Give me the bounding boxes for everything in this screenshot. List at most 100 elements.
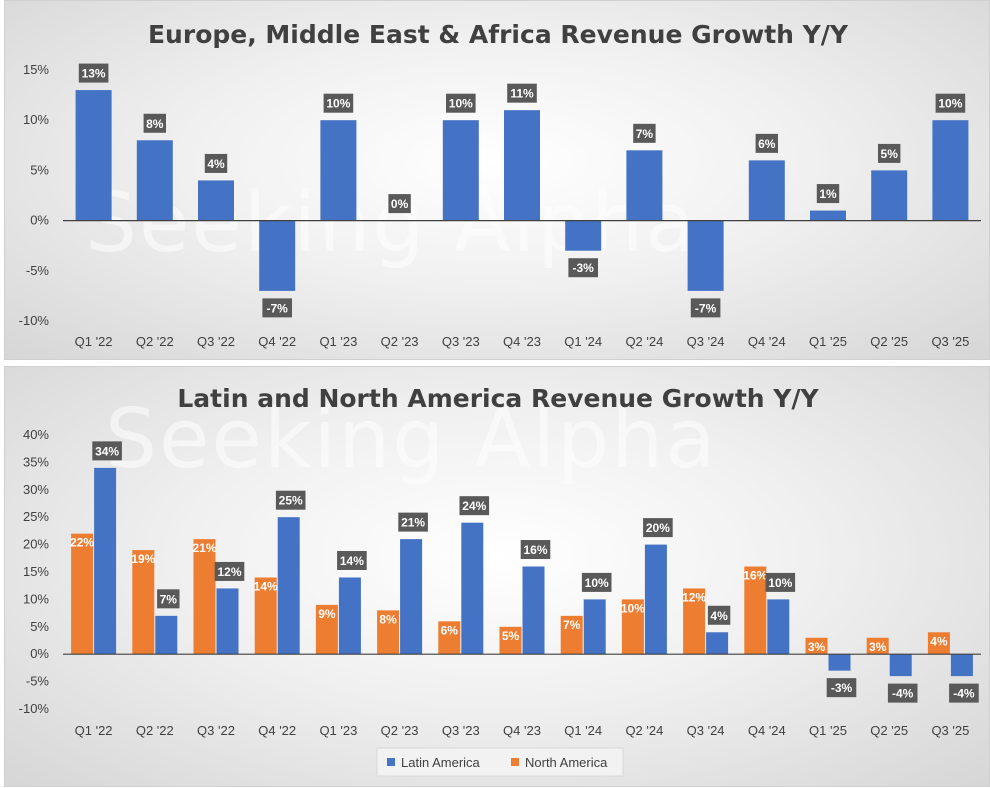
- data-label-north-america-text: 4%: [930, 634, 948, 648]
- x-tick-label: Q3 '24: [687, 723, 725, 738]
- bar: [198, 180, 234, 221]
- legend-latin-label: Latin America: [401, 755, 481, 770]
- data-label-north-america-text: 22%: [70, 536, 94, 550]
- data-label-text: 8%: [146, 117, 164, 131]
- americas-chart-panel: Seeking Alpha Latin and North America Re…: [4, 366, 990, 787]
- data-label-text: -7%: [695, 301, 717, 315]
- data-label-latin-america-text: 21%: [401, 516, 425, 530]
- data-label: -7%: [262, 298, 292, 318]
- bar-north-america: [254, 577, 277, 655]
- y-tick-label: 5%: [30, 162, 49, 177]
- bar: [504, 110, 540, 221]
- data-label-bg: [568, 258, 598, 278]
- x-tick-label: Q2 '22: [136, 723, 174, 738]
- data-label-north-america: 3%: [869, 640, 887, 654]
- x-tick-label: Q1 '22: [75, 334, 113, 349]
- data-label-bg: [446, 93, 476, 113]
- y-tick-label: 15%: [23, 62, 49, 77]
- bar-north-america: [193, 539, 216, 655]
- data-label-latin-america-bg: [459, 496, 490, 516]
- data-label-text: 10%: [449, 97, 473, 111]
- data-label-north-america-text: 19%: [131, 552, 155, 566]
- data-label-north-america: 21%: [192, 541, 216, 555]
- bar: [136, 140, 173, 221]
- data-label-latin-america-bg: [520, 540, 551, 560]
- data-label-north-america-text: 7%: [563, 618, 581, 632]
- bar-north-america: [377, 610, 400, 655]
- data-label: 0%: [388, 194, 411, 214]
- data-label-latin-america-text: 25%: [279, 494, 303, 508]
- bar-latin-america: [889, 654, 912, 677]
- bar-north-america: [560, 615, 583, 655]
- data-label-latin-america-bg: [887, 683, 918, 703]
- x-tick-label: Q3 '23: [442, 723, 480, 738]
- x-tick-label: Q2 '23: [381, 723, 419, 738]
- data-label-north-america-text: 3%: [869, 640, 887, 654]
- data-label-north-america: 10%: [621, 601, 645, 615]
- data-label-north-america-text: 12%: [682, 590, 706, 604]
- legend-north-swatch: [511, 758, 519, 766]
- data-label-north-america: 8%: [379, 612, 397, 626]
- data-label-latin-america-bg: [398, 512, 428, 532]
- data-label: 10%: [446, 93, 476, 113]
- data-label-latin-america: 14%: [337, 550, 367, 570]
- x-tick-label: Q1 '23: [319, 334, 357, 349]
- data-label: 6%: [755, 133, 778, 153]
- data-label-north-america-text: 14%: [254, 579, 278, 593]
- data-label-text: 1%: [819, 187, 837, 201]
- x-tick-label: Q4 '23: [503, 334, 541, 349]
- data-label-north-america: 4%: [930, 634, 948, 648]
- bar-latin-america: [706, 632, 729, 655]
- x-tick-label: Q3 '24: [687, 334, 725, 349]
- data-label-latin-america-text: 10%: [768, 576, 792, 590]
- bar-latin-america: [767, 599, 790, 655]
- y-tick-label: 25%: [23, 509, 49, 524]
- data-label-north-america: 7%: [563, 618, 581, 632]
- data-label-latin-america-bg: [765, 572, 796, 592]
- data-label-north-america: 12%: [682, 590, 706, 604]
- data-label-latin-america: 25%: [275, 490, 306, 510]
- bar: [626, 150, 663, 221]
- emea-chart: Seeking Alpha Europe, Middle East & Afri…: [19, 20, 981, 349]
- x-tick-label: Q4 '22: [258, 723, 296, 738]
- bar: [748, 160, 785, 221]
- data-label: 8%: [143, 113, 166, 133]
- data-label-bg: [78, 63, 109, 83]
- data-label: -3%: [568, 258, 598, 278]
- data-label: 1%: [816, 184, 840, 204]
- data-label-latin-america: 20%: [643, 518, 673, 538]
- data-label: 5%: [878, 143, 901, 163]
- data-label-bg: [323, 93, 354, 113]
- bar-north-america: [621, 599, 644, 655]
- data-label-north-america: 19%: [131, 552, 155, 566]
- data-label: 13%: [78, 63, 109, 83]
- bar-north-america: [499, 626, 522, 655]
- data-label-text: 10%: [938, 97, 962, 111]
- x-tick-label: Q1 '25: [809, 334, 847, 349]
- bar-north-america: [866, 637, 889, 655]
- data-label-bg: [690, 298, 721, 318]
- data-label-latin-america: 16%: [520, 540, 551, 560]
- data-label-latin-america-bg: [581, 572, 612, 592]
- data-label: 11%: [507, 83, 537, 103]
- data-label-latin-america-text: 16%: [523, 543, 547, 557]
- chart-title: Europe, Middle East & Africa Revenue Gro…: [148, 20, 849, 49]
- x-tick-label: Q4 '24: [748, 334, 786, 349]
- x-tick-label: Q1 '24: [564, 723, 602, 738]
- data-label-bg: [507, 83, 537, 103]
- data-label-latin-america-text: 10%: [585, 576, 609, 590]
- bar-latin-america: [400, 539, 423, 655]
- bar: [810, 210, 846, 221]
- bar-north-america: [132, 550, 155, 655]
- data-label-latin-america-bg: [275, 490, 306, 510]
- bar-latin-america: [644, 544, 667, 655]
- x-tick-label: Q3 '22: [197, 723, 235, 738]
- data-label-latin-america-bg: [157, 589, 180, 609]
- data-label-latin-america-bg: [826, 678, 857, 698]
- bar: [442, 120, 479, 221]
- data-label-text: 5%: [881, 147, 899, 161]
- data-label-bg: [388, 194, 411, 214]
- x-tick-label: Q4 '24: [748, 723, 786, 738]
- bar-north-america: [805, 637, 828, 655]
- data-label-bg: [633, 123, 656, 143]
